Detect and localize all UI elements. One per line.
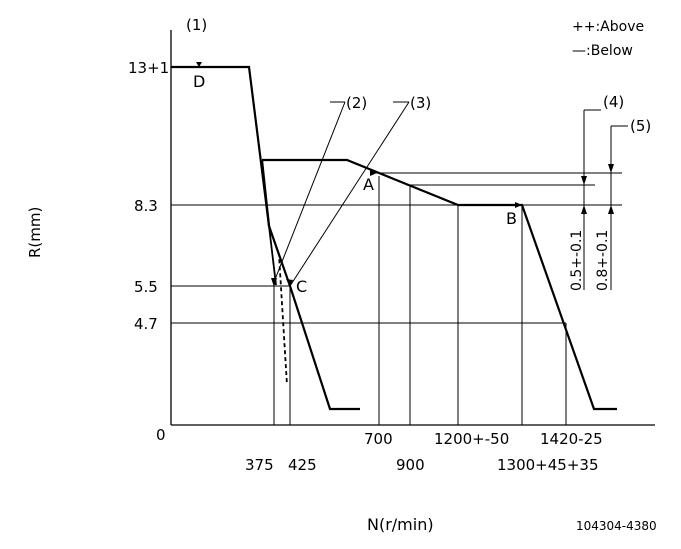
tolerance-5-label: 0.8+-0.1: [595, 230, 611, 291]
arrow-4-bottom: [581, 205, 587, 214]
x-tick-375: 375: [245, 456, 274, 474]
x-axis-label: N(r/min): [367, 515, 434, 534]
callout-4: (4): [603, 93, 624, 111]
y-tick-8-3: 8.3: [134, 197, 158, 215]
marker-a: [370, 170, 377, 176]
callout-2: (2): [346, 94, 367, 112]
curve-governor: [262, 158, 617, 411]
curve-inner-solid: [268, 225, 277, 286]
x-tick-900: 900: [396, 456, 425, 474]
point-label-b: B: [506, 209, 517, 228]
y-tick-13: 13+1: [128, 59, 169, 77]
y-tick-5-5: 5.5: [134, 278, 158, 296]
x-tick-1420: 1420-25: [540, 430, 603, 448]
callout-5: (5): [630, 117, 651, 135]
x-tick-1300: 1300+45+35: [497, 456, 598, 474]
figure-id: 104304-4380: [576, 519, 657, 533]
curve-connector: [260, 159, 271, 227]
arrow-5-top: [608, 164, 614, 173]
marker-d: [196, 62, 202, 67]
arrow-5-bottom: [608, 205, 614, 214]
y-tick-4-7: 4.7: [134, 315, 158, 333]
y-axis-label: R(mm): [26, 207, 44, 258]
point-label-d: D: [193, 72, 205, 91]
tolerance-4-label: 0.5+-0.1: [569, 230, 585, 291]
legend-below: —:Below: [572, 43, 633, 59]
point-label-c: C: [296, 277, 307, 296]
marker-b: [515, 202, 522, 208]
x-tick-425: 425: [288, 456, 317, 474]
arrow-4-top: [581, 176, 587, 185]
point-label-a: A: [363, 175, 374, 194]
x-tick-1200: 1200+-50: [434, 430, 509, 448]
leader-2: [273, 101, 346, 283]
arrow-c-right: [286, 279, 293, 286]
arrow-c-left: [271, 278, 277, 287]
leader-3: [289, 101, 410, 287]
callout-1: (1): [186, 16, 207, 34]
x-tick-700: 700: [364, 430, 393, 448]
curve-full-load: [171, 65, 360, 411]
legend-above: ++:Above: [572, 19, 644, 35]
y-tick-0: 0: [156, 426, 166, 444]
callout-3: (3): [410, 94, 431, 112]
curve-dashed: [268, 225, 288, 386]
